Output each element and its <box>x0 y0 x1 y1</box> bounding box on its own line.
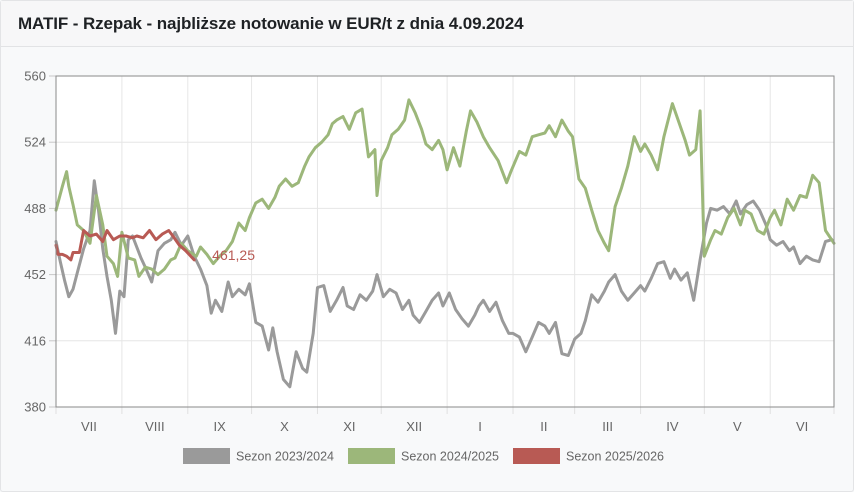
legend-swatch <box>183 448 230 464</box>
legend-label: Sezon 2023/2024 <box>236 450 334 464</box>
legend: Sezon 2023/2024 Sezon 2024/2025 Sezon 2025… <box>183 448 664 464</box>
series-line-1[interactable] <box>54 179 834 389</box>
x-tick-label: VIII <box>145 419 165 434</box>
x-tick-label: VII <box>81 419 97 434</box>
card-header: MATIF - Rzepak - najbliższe notowanie w … <box>1 1 853 47</box>
plot-area <box>56 76 834 407</box>
legend-item[interactable]: Sezon 2024/2025 <box>348 448 499 464</box>
x-tick-label: XI <box>343 419 355 434</box>
legend-item[interactable]: Sezon 2023/2024 <box>183 448 334 464</box>
series-line-3[interactable] <box>54 229 196 262</box>
x-tick-label: III <box>602 419 613 434</box>
series-line-2[interactable] <box>54 98 836 278</box>
y-tick-label: 380 <box>24 400 46 415</box>
plot-border <box>55 75 835 408</box>
y-tick-label: 488 <box>24 201 46 216</box>
x-tick-label: II <box>540 419 547 434</box>
x-tick-label: V <box>733 419 742 434</box>
y-axis: 380 416 452 488 524 560 <box>24 69 56 415</box>
y-tick-label: 416 <box>24 333 46 348</box>
x-axis: VII VIII IX X XI XII I II III IV V VI <box>55 407 835 434</box>
y-tick-label: 560 <box>24 69 46 84</box>
legend-item[interactable]: Sezon 2025/2026 <box>513 448 664 464</box>
x-tick-label: VI <box>796 419 808 434</box>
chart-title: MATIF - Rzepak - najbliższe notowanie w … <box>18 13 524 33</box>
x-tick-label: X <box>280 419 289 434</box>
series-lines <box>54 98 836 389</box>
y-tick-label: 452 <box>24 267 46 282</box>
x-tick-label: I <box>478 419 482 434</box>
last-value-label: 461,25 <box>212 247 255 263</box>
legend-label: Sezon 2024/2025 <box>401 450 499 464</box>
legend-label: Sezon 2025/2026 <box>566 450 664 464</box>
y-tick-label: 524 <box>24 135 46 150</box>
x-tick-label: IX <box>214 419 227 434</box>
x-tick-label: IV <box>666 419 679 434</box>
legend-swatch <box>513 448 560 464</box>
x-tick-label: XII <box>406 419 422 434</box>
legend-swatch <box>348 448 395 464</box>
